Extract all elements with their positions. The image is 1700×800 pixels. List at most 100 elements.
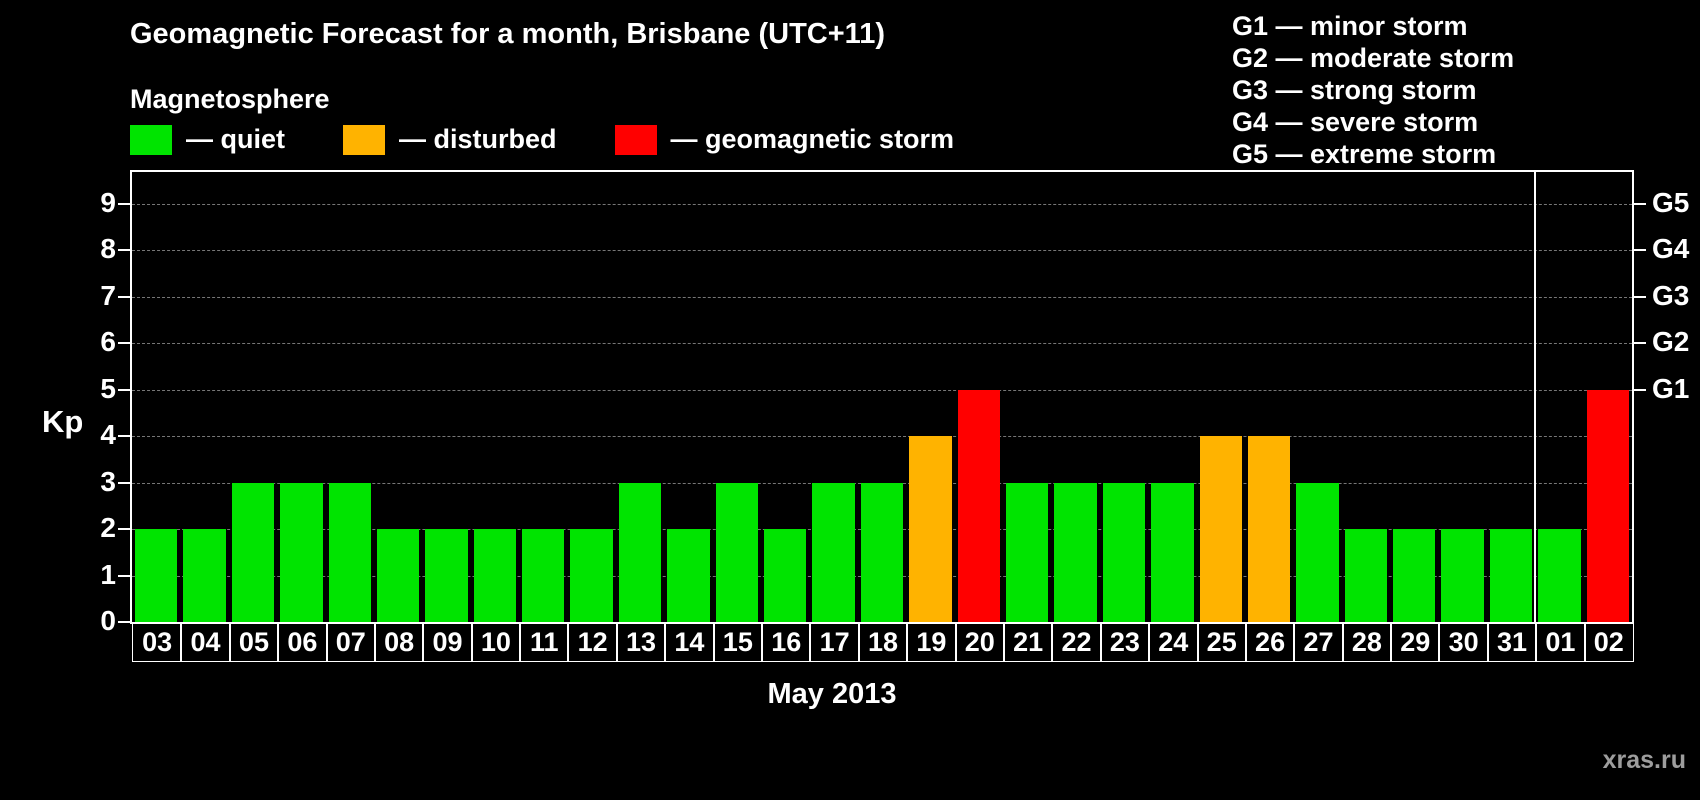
day-label-22: 22 xyxy=(1051,622,1102,662)
right-axis-label-g1: G1 xyxy=(1652,372,1690,404)
bar-29 xyxy=(1393,529,1436,622)
bar-01 xyxy=(1538,529,1581,622)
day-label-23: 23 xyxy=(1099,622,1151,662)
y-tick-label-8: 8 xyxy=(100,233,116,264)
bar-27 xyxy=(1296,482,1339,622)
legend-item-storm: — geomagnetic storm xyxy=(614,124,955,155)
day-label-19: 19 xyxy=(906,622,957,662)
bar-15 xyxy=(715,482,759,622)
day-label-10: 10 xyxy=(470,622,522,662)
day-label-04: 04 xyxy=(180,622,231,662)
y-tick-mark-0 xyxy=(118,621,130,623)
day-label-07: 07 xyxy=(325,622,376,662)
day-label-14: 14 xyxy=(664,622,715,662)
day-label-24: 24 xyxy=(1148,622,1199,662)
day-label-13: 13 xyxy=(615,622,667,662)
day-label-20: 20 xyxy=(954,622,1005,662)
day-label-31: 31 xyxy=(1486,622,1538,662)
bar-17 xyxy=(812,482,855,622)
day-label-01: 01 xyxy=(1535,622,1586,662)
bar-31 xyxy=(1489,529,1533,622)
y-tick-label-6: 6 xyxy=(100,326,116,357)
bar-20 xyxy=(957,389,1000,622)
bar-23 xyxy=(1102,482,1146,622)
y-tick-mark-9 xyxy=(118,202,130,205)
right-axis-label-g4: G4 xyxy=(1652,233,1690,264)
storm-label: — geomagnetic storm xyxy=(670,124,955,154)
day-label-12: 12 xyxy=(567,622,618,662)
g1-legend-line: G1 — minor storm xyxy=(1232,11,1468,41)
legend-item-disturbed: — disturbed xyxy=(343,124,557,155)
bar-16 xyxy=(764,529,807,622)
y-tick-mark-6 xyxy=(118,342,130,344)
day-label-21: 21 xyxy=(1002,622,1054,662)
day-label-29: 29 xyxy=(1390,622,1441,662)
kp-legend: — quiet — disturbed — geomagnetic storm xyxy=(130,124,1012,155)
day-label-16: 16 xyxy=(761,622,812,662)
day-label-15: 15 xyxy=(712,622,764,662)
disturbed-color-swatch xyxy=(343,124,385,155)
day-label-30: 30 xyxy=(1438,622,1489,662)
right-axis-label-g3: G3 xyxy=(1652,279,1690,311)
g5-legend-line: G5 — extreme storm xyxy=(1232,139,1497,169)
y-tick-mark-1 xyxy=(118,574,130,577)
right-axis-label-g5: G5 xyxy=(1652,186,1690,218)
y-tick-mark-3 xyxy=(118,481,130,484)
y-tick-label-1: 1 xyxy=(100,558,116,590)
right-axis-label-g2: G2 xyxy=(1652,326,1690,357)
day-label-09: 09 xyxy=(422,622,473,662)
y-tick-label-7: 7 xyxy=(100,279,116,311)
bar-04 xyxy=(183,529,226,622)
g3-legend-line: G3 — strong storm xyxy=(1232,75,1477,105)
day-label-17: 17 xyxy=(809,622,860,662)
y-tick-label-2: 2 xyxy=(100,512,116,543)
legend-item-quiet: — quiet xyxy=(130,124,285,155)
disturbed-label: — disturbed xyxy=(399,124,557,154)
plot-area xyxy=(130,170,1634,624)
chart-title: Geomagnetic Forecast for a month, Brisba… xyxy=(130,18,885,50)
day-label-18: 18 xyxy=(857,622,909,662)
x-axis-day-row: 03 04 05 06 07 08 09 10 11 12 13 14 15 16 17 18 19 20 21 22… xyxy=(130,622,1634,662)
bar-18 xyxy=(860,482,904,622)
y-tick-label-3: 3 xyxy=(100,465,116,497)
day-label-03: 03 xyxy=(132,622,183,662)
magnetosphere-label: Magnetosphere xyxy=(130,84,330,114)
gridline-kp-6 xyxy=(132,343,1632,344)
right-tick-mark-g3 xyxy=(1634,295,1646,298)
gridline-kp-4 xyxy=(132,436,1632,437)
quiet-color-swatch xyxy=(130,124,172,155)
bar-12 xyxy=(570,529,613,622)
y-tick-label-5: 5 xyxy=(100,372,116,404)
day-label-28: 28 xyxy=(1341,622,1393,662)
y-tick-mark-2 xyxy=(118,528,130,530)
bar-26 xyxy=(1247,436,1291,622)
y-tick-label-4: 4 xyxy=(100,419,116,450)
bar-06 xyxy=(280,482,323,622)
g-scale-legend: G1 — minor storm G2 — moderate storm G3 … xyxy=(1232,10,1514,170)
bar-24 xyxy=(1151,482,1194,622)
bar-07 xyxy=(328,482,371,622)
month-separator xyxy=(1534,172,1537,622)
bar-14 xyxy=(667,529,710,622)
g2-legend-line: G2 — moderate storm xyxy=(1232,43,1515,73)
bar-30 xyxy=(1441,529,1484,622)
y-axis-label: Kp xyxy=(42,404,84,439)
bar-21 xyxy=(1005,482,1049,622)
y-tick-label-9: 9 xyxy=(100,186,116,218)
quiet-label: — quiet xyxy=(186,124,285,154)
watermark: xras.ru xyxy=(1602,746,1686,774)
right-tick-mark-g1 xyxy=(1634,388,1646,391)
bar-02 xyxy=(1586,389,1629,622)
y-tick-label-0: 0 xyxy=(100,605,116,636)
gridline-kp-5 xyxy=(132,389,1632,391)
day-label-08: 08 xyxy=(373,622,425,662)
y-tick-mark-4 xyxy=(118,435,130,437)
bar-10 xyxy=(473,529,517,622)
bar-09 xyxy=(425,529,468,622)
day-label-02: 02 xyxy=(1583,622,1634,662)
bar-03 xyxy=(135,529,178,622)
x-axis-month-label: May 2013 xyxy=(767,678,897,710)
bar-05 xyxy=(231,482,275,622)
right-tick-mark-g4 xyxy=(1634,249,1646,251)
